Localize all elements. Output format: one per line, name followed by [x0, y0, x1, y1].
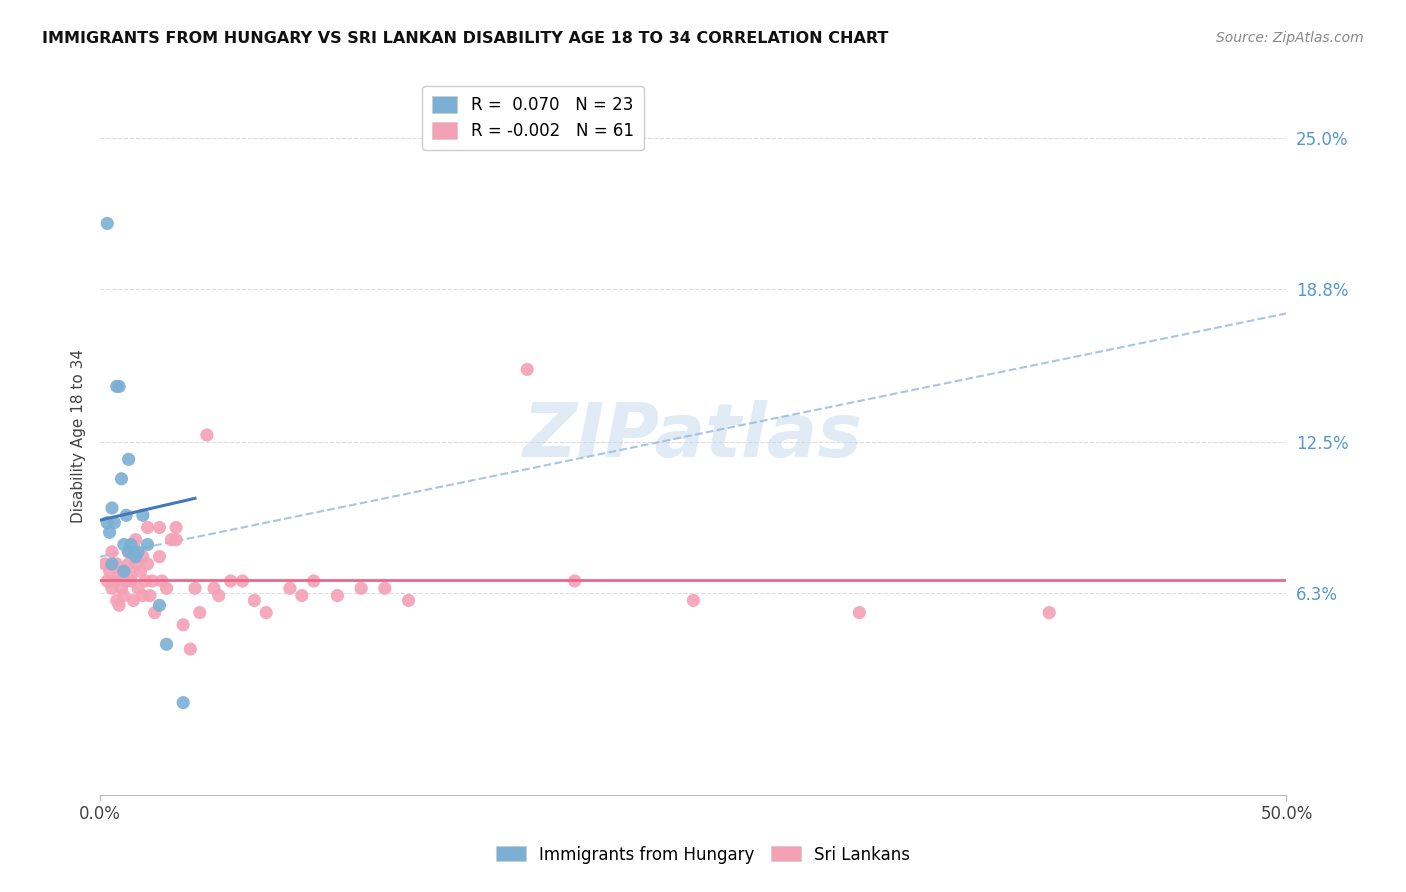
Point: [136, 520, 159, 534]
Point: [101, 545, 124, 559]
Point: [160, 533, 183, 547]
Point: [103, 574, 125, 588]
Point: [374, 582, 396, 596]
Point: [117, 545, 139, 559]
Point: [516, 362, 538, 376]
Point: [101, 582, 124, 596]
Point: [141, 574, 163, 588]
Point: [155, 582, 177, 596]
Point: [254, 606, 277, 620]
Point: [848, 606, 870, 620]
Point: [105, 593, 128, 607]
Point: [291, 589, 314, 603]
Point: [101, 501, 124, 516]
Point: [120, 537, 142, 551]
Point: [184, 582, 207, 596]
Point: [150, 574, 173, 588]
Point: [132, 549, 155, 564]
Point: [127, 545, 149, 559]
Point: [208, 589, 231, 603]
Point: [122, 545, 145, 559]
Point: [125, 533, 148, 547]
Point: [103, 516, 125, 530]
Text: ZIPatlas: ZIPatlas: [523, 400, 863, 473]
Point: [110, 472, 132, 486]
Point: [112, 589, 135, 603]
Point: [136, 537, 159, 551]
Point: [132, 508, 155, 523]
Point: [148, 520, 170, 534]
Point: [148, 599, 170, 613]
Point: [278, 582, 301, 596]
Text: IMMIGRANTS FROM HUNGARY VS SRI LANKAN DISABILITY AGE 18 TO 34 CORRELATION CHART: IMMIGRANTS FROM HUNGARY VS SRI LANKAN DI…: [42, 31, 889, 46]
Point: [117, 545, 139, 559]
Point: [136, 557, 159, 571]
Point: [94, 557, 117, 571]
Point: [564, 574, 586, 588]
Point: [165, 520, 187, 534]
Point: [398, 593, 420, 607]
Point: [350, 582, 373, 596]
Point: [112, 564, 135, 578]
Point: [96, 516, 118, 530]
Point: [148, 549, 170, 564]
Point: [127, 582, 149, 596]
Point: [122, 593, 145, 607]
Point: [125, 557, 148, 571]
Point: [117, 557, 139, 571]
Legend: Immigrants from Hungary, Sri Lankans: Immigrants from Hungary, Sri Lankans: [489, 839, 917, 871]
Point: [202, 582, 225, 596]
Point: [179, 642, 201, 657]
Point: [195, 428, 218, 442]
Point: [115, 508, 138, 523]
Point: [132, 589, 155, 603]
Point: [98, 564, 121, 578]
Point: [1038, 606, 1060, 620]
Point: [98, 525, 121, 540]
Point: [165, 533, 187, 547]
Point: [108, 599, 131, 613]
Point: [120, 574, 142, 588]
Point: [172, 696, 194, 710]
Point: [188, 606, 211, 620]
Point: [326, 589, 349, 603]
Point: [105, 379, 128, 393]
Point: [105, 557, 128, 571]
Point: [231, 574, 253, 588]
Point: [96, 574, 118, 588]
Point: [302, 574, 325, 588]
Point: [115, 574, 138, 588]
Point: [155, 637, 177, 651]
Point: [96, 216, 118, 230]
Point: [682, 593, 704, 607]
Point: [243, 593, 266, 607]
Point: [219, 574, 242, 588]
Point: [139, 589, 162, 603]
Point: [112, 564, 135, 578]
Point: [101, 557, 124, 571]
Point: [172, 617, 194, 632]
Point: [108, 569, 131, 583]
Point: [125, 549, 148, 564]
Point: [110, 582, 132, 596]
Point: [120, 569, 142, 583]
Point: [112, 537, 135, 551]
Y-axis label: Disability Age 18 to 34: Disability Age 18 to 34: [72, 350, 86, 524]
Point: [143, 606, 166, 620]
Point: [108, 379, 131, 393]
Point: [134, 574, 156, 588]
Point: [117, 452, 139, 467]
Legend: R =  0.070   N = 23, R = -0.002   N = 61: R = 0.070 N = 23, R = -0.002 N = 61: [422, 86, 644, 151]
Text: Source: ZipAtlas.com: Source: ZipAtlas.com: [1216, 31, 1364, 45]
Point: [129, 564, 152, 578]
